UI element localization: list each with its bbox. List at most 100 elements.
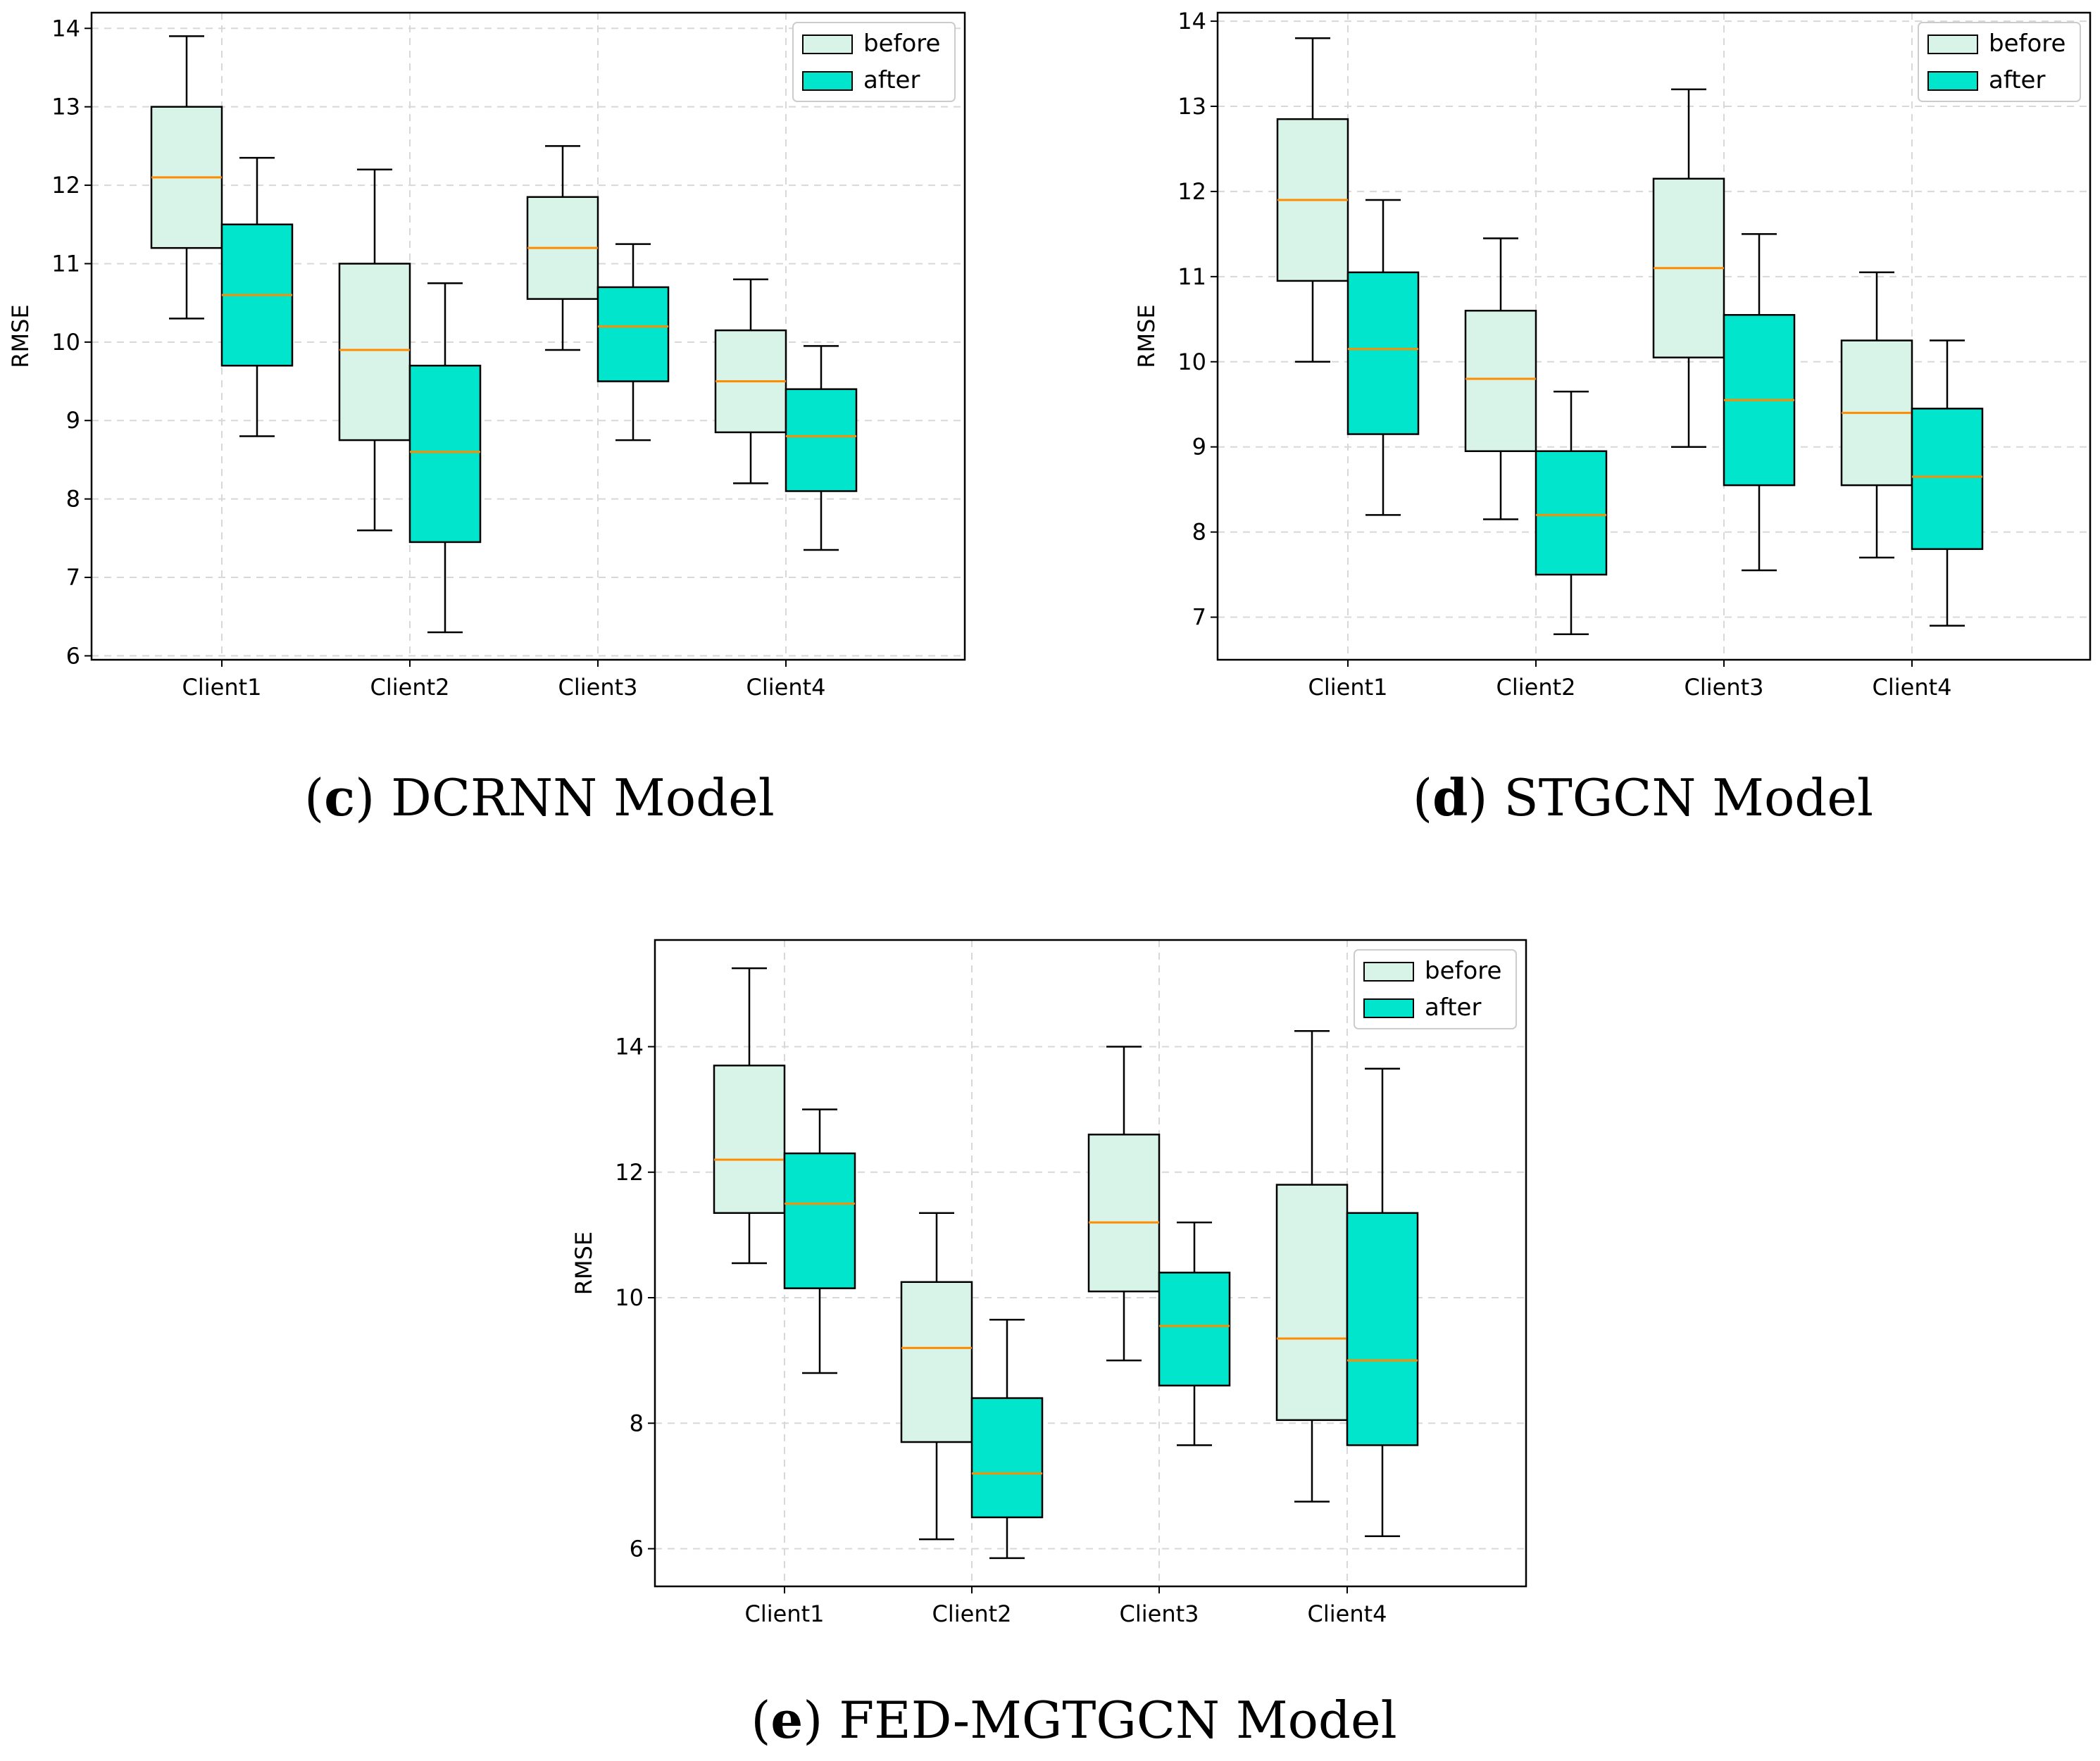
panel-c: 6 7 8 9 10 11 12 13 14 Client1 Client2 Client3 Clien… xyxy=(7,11,966,701)
d-ytick-label: 8 xyxy=(1192,519,1206,546)
legend-swatch-after xyxy=(1927,71,1978,91)
c-box-after-client4 xyxy=(785,345,858,551)
iqr-box xyxy=(900,1281,973,1443)
caption-c-letter: c xyxy=(324,767,355,827)
legend-swatch-before xyxy=(1927,35,1978,54)
iqr-box xyxy=(970,1397,1044,1519)
c-xtick-label-client1: Client1 xyxy=(182,674,262,701)
legend-swatch-after xyxy=(802,71,853,91)
iqr-box xyxy=(1275,1184,1349,1422)
c-xtick-label-client2: Client2 xyxy=(370,674,450,701)
caption-c-text: DCRNN Model xyxy=(391,768,775,827)
e-xtick-label-client1: Client1 xyxy=(745,1600,825,1627)
e-box-after-client1 xyxy=(783,1108,856,1374)
iqr-box xyxy=(1911,408,1984,551)
caption-e-letter: e xyxy=(770,1690,803,1750)
c-axes-frame xyxy=(90,11,966,661)
d-ylabel: RMSE xyxy=(1133,304,1160,368)
e-xtick-label-client3: Client3 xyxy=(1120,1600,1199,1627)
iqr-box xyxy=(408,365,482,544)
c-ytick-label: 12 xyxy=(51,172,80,199)
d-box-after-client3 xyxy=(1723,233,1796,572)
d-box-after-client1 xyxy=(1346,199,1420,516)
e-axes-frame xyxy=(654,939,1527,1588)
d-box-after-client4 xyxy=(1911,339,1984,627)
d-xtick-label-client3: Client3 xyxy=(1685,674,1764,701)
legend-swatch-before xyxy=(802,35,853,54)
iqr-box xyxy=(1346,1212,1419,1446)
caption-d-letter: d xyxy=(1432,767,1468,827)
c-xtick-label-client4: Client4 xyxy=(746,674,826,701)
legend-swatch-after xyxy=(1363,998,1414,1018)
e-xtick-label-client2: Client2 xyxy=(932,1600,1012,1627)
legend-label-after: after xyxy=(1989,66,2045,94)
caption-e-text: FED-MGTGCN Model xyxy=(839,1691,1396,1750)
legend-label-before: before xyxy=(1425,957,1501,985)
d-ytick-label: 10 xyxy=(1177,349,1206,375)
legend-label-after: after xyxy=(863,66,920,94)
c-ytick-label: 11 xyxy=(51,250,80,277)
d-ytick-label: 9 xyxy=(1192,434,1206,460)
d-ytick-label: 13 xyxy=(1177,93,1206,120)
d-box-before-client3 xyxy=(1652,88,1725,448)
panel-d: 7 8 9 10 11 12 13 14 Client1 Client2 Client3 Client… xyxy=(1133,8,2092,701)
e-ylabel: RMSE xyxy=(570,1232,597,1295)
iqr-box xyxy=(338,263,411,441)
d-ytick-label: 14 xyxy=(1177,8,1206,35)
iqr-box xyxy=(1535,450,1608,576)
caption-d: (d) STGCN Model xyxy=(1413,767,1873,827)
caption-d-text: STGCN Model xyxy=(1504,768,1873,827)
c-ytick-label: 9 xyxy=(66,407,80,434)
e-box-after-client2 xyxy=(970,1318,1044,1560)
e-xtick-label-client4: Client4 xyxy=(1308,1600,1387,1627)
e-box-before-client1 xyxy=(713,967,786,1265)
c-ytick-label: 10 xyxy=(51,329,80,356)
d-box-before-client1 xyxy=(1276,37,1349,363)
c-ylabel: RMSE xyxy=(7,304,34,368)
c-box-before-client3 xyxy=(526,145,599,351)
iqr-box xyxy=(1346,271,1420,435)
c-box-after-client2 xyxy=(408,282,482,634)
e-box-before-client2 xyxy=(900,1212,973,1541)
iqr-box xyxy=(596,286,670,382)
legend-swatch-before xyxy=(1363,962,1414,982)
d-box-before-client4 xyxy=(1840,271,1913,559)
c-ytick-label: 14 xyxy=(51,15,80,42)
d-box-before-client2 xyxy=(1464,237,1537,520)
e-box-after-client3 xyxy=(1158,1221,1231,1446)
c-box-before-client2 xyxy=(338,168,411,532)
iqr-box xyxy=(1087,1134,1161,1293)
c-box-before-client4 xyxy=(714,278,787,484)
c-box-after-client3 xyxy=(596,243,670,441)
d-box-after-client2 xyxy=(1535,390,1608,635)
d-xtick-label-client4: Client4 xyxy=(1873,674,1952,701)
d-legend: before after xyxy=(1918,22,2081,102)
d-ytick-label: 11 xyxy=(1177,263,1206,290)
c-ytick-label: 8 xyxy=(66,486,80,513)
e-ytick-label: 14 xyxy=(615,1034,644,1060)
e-box-after-client4 xyxy=(1346,1067,1419,1537)
c-ytick-label: 7 xyxy=(66,564,80,591)
iqr-box xyxy=(713,1065,786,1214)
iqr-box xyxy=(785,388,858,492)
iqr-box xyxy=(1464,309,1537,452)
d-xtick-label-client2: Client2 xyxy=(1496,674,1576,701)
c-ytick-label: 6 xyxy=(66,642,80,669)
c-ytick-label: 13 xyxy=(51,94,80,120)
c-box-before-client1 xyxy=(150,35,223,320)
legend-label-after: after xyxy=(1425,994,1481,1022)
d-xtick-label-client1: Client1 xyxy=(1308,674,1388,701)
e-legend: before after xyxy=(1354,949,1517,1029)
e-ytick-label: 8 xyxy=(630,1410,644,1436)
d-axes-frame xyxy=(1216,11,2092,661)
d-ytick-label: 7 xyxy=(1192,604,1206,631)
caption-e: (e) FED-MGTGCN Model xyxy=(751,1690,1396,1750)
c-legend: before after xyxy=(792,22,956,102)
legend-label-before: before xyxy=(1989,30,2065,58)
e-ytick-label: 6 xyxy=(630,1536,644,1562)
e-box-before-client3 xyxy=(1087,1046,1161,1362)
d-ytick-label: 12 xyxy=(1177,178,1206,205)
e-ytick-label: 10 xyxy=(615,1284,644,1311)
iqr-box xyxy=(1158,1272,1231,1387)
